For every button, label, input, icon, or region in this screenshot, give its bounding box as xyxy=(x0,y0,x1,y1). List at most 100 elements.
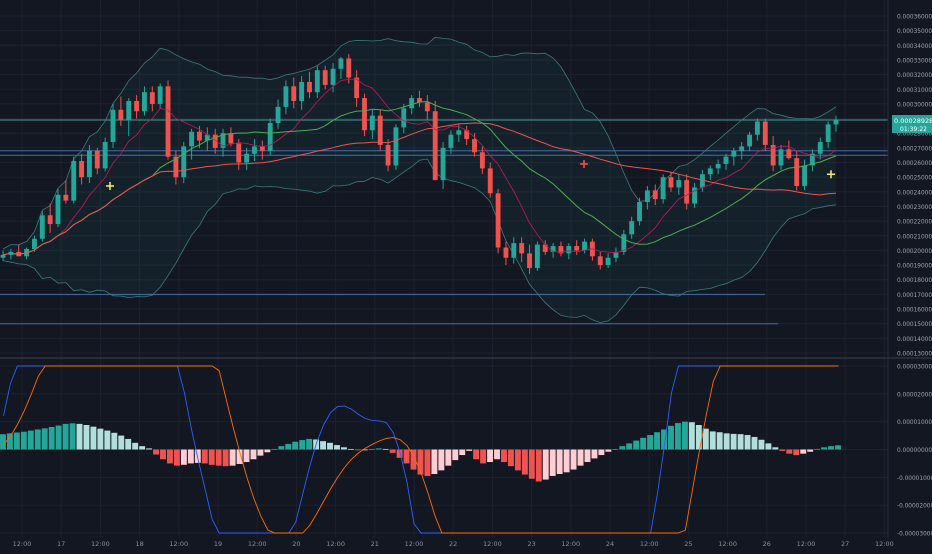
candle[interactable] xyxy=(542,244,548,252)
candle[interactable] xyxy=(833,120,839,125)
candle[interactable] xyxy=(723,156,729,164)
candle[interactable] xyxy=(362,98,367,131)
candle[interactable] xyxy=(134,100,140,112)
candle[interactable] xyxy=(142,92,147,112)
candle[interactable] xyxy=(220,133,226,148)
candle[interactable] xyxy=(794,158,800,186)
candle[interactable] xyxy=(613,251,619,258)
candle[interactable] xyxy=(259,146,265,151)
candle[interactable] xyxy=(424,102,430,112)
candle[interactable] xyxy=(440,147,446,181)
candle[interactable] xyxy=(479,152,485,169)
candle[interactable] xyxy=(660,177,666,200)
candle[interactable] xyxy=(204,134,210,141)
candle[interactable] xyxy=(393,127,399,166)
candle[interactable] xyxy=(401,108,407,128)
candle[interactable] xyxy=(71,161,77,201)
candle[interactable] xyxy=(566,246,572,254)
candle[interactable] xyxy=(511,243,517,258)
candle[interactable] xyxy=(346,58,352,78)
candle[interactable] xyxy=(244,153,250,163)
candle[interactable] xyxy=(165,86,171,157)
candle[interactable] xyxy=(487,168,493,194)
candle[interactable] xyxy=(228,133,234,144)
candle[interactable] xyxy=(0,254,6,258)
candle[interactable] xyxy=(762,121,768,145)
candle[interactable] xyxy=(55,194,61,225)
candle[interactable] xyxy=(456,130,462,135)
candle[interactable] xyxy=(519,243,525,254)
candle[interactable] xyxy=(715,163,721,169)
candle[interactable] xyxy=(354,77,360,99)
candle[interactable] xyxy=(448,134,454,148)
candle[interactable] xyxy=(754,121,760,135)
candle[interactable] xyxy=(87,150,92,178)
candle[interactable] xyxy=(157,86,163,104)
candle[interactable] xyxy=(668,177,674,188)
candle[interactable] xyxy=(676,180,682,188)
candle[interactable] xyxy=(770,144,776,166)
candle[interactable] xyxy=(47,215,53,225)
candle[interactable] xyxy=(432,111,438,181)
candle[interactable] xyxy=(778,149,784,166)
candle[interactable] xyxy=(181,146,187,178)
candle[interactable] xyxy=(330,68,336,85)
candle[interactable] xyxy=(707,168,713,175)
candle[interactable] xyxy=(464,130,470,140)
candle[interactable] xyxy=(173,156,179,178)
candle[interactable] xyxy=(527,253,532,269)
candle[interactable] xyxy=(149,92,155,104)
candle[interactable] xyxy=(684,180,690,204)
candle[interactable] xyxy=(369,115,375,131)
candle[interactable] xyxy=(550,246,556,252)
candle[interactable] xyxy=(699,174,705,188)
candle[interactable] xyxy=(417,98,422,103)
candle[interactable] xyxy=(503,247,509,258)
candle[interactable] xyxy=(79,161,85,178)
candle[interactable] xyxy=(39,215,45,239)
candle[interactable] xyxy=(574,246,580,251)
candle[interactable] xyxy=(652,190,658,200)
candle[interactable] xyxy=(126,100,132,121)
candle[interactable] xyxy=(212,134,218,148)
candle[interactable] xyxy=(472,139,477,153)
candle[interactable] xyxy=(629,221,635,235)
candle[interactable] xyxy=(692,187,697,204)
candle[interactable] xyxy=(817,142,823,154)
candle[interactable] xyxy=(102,142,108,169)
candle[interactable] xyxy=(252,146,257,154)
candle[interactable] xyxy=(283,86,289,107)
candle[interactable] xyxy=(558,246,564,254)
candle[interactable] xyxy=(409,98,415,109)
candle[interactable] xyxy=(338,58,344,69)
candle[interactable] xyxy=(605,257,611,266)
candle[interactable] xyxy=(314,70,320,93)
candle[interactable] xyxy=(786,149,792,159)
candle[interactable] xyxy=(63,194,69,201)
candle[interactable] xyxy=(747,134,752,147)
candle[interactable] xyxy=(582,241,587,251)
candle[interactable] xyxy=(739,146,745,151)
candle[interactable] xyxy=(267,122,273,151)
candle[interactable] xyxy=(291,86,297,101)
candle[interactable] xyxy=(275,106,281,123)
candle[interactable] xyxy=(495,193,501,248)
candle[interactable] xyxy=(802,165,808,186)
candle[interactable] xyxy=(825,124,831,143)
candles-layer[interactable] xyxy=(0,54,839,274)
candle[interactable] xyxy=(621,234,627,252)
candle[interactable] xyxy=(597,256,603,266)
candle[interactable] xyxy=(307,81,312,93)
candle[interactable] xyxy=(377,115,383,145)
candle[interactable] xyxy=(110,109,116,143)
candle[interactable] xyxy=(809,153,815,166)
candle[interactable] xyxy=(299,81,305,101)
candle[interactable] xyxy=(534,244,540,269)
candle[interactable] xyxy=(189,131,195,147)
candle[interactable] xyxy=(94,150,100,169)
candle[interactable] xyxy=(236,143,242,163)
candle[interactable] xyxy=(322,70,328,85)
candle[interactable] xyxy=(385,144,391,166)
